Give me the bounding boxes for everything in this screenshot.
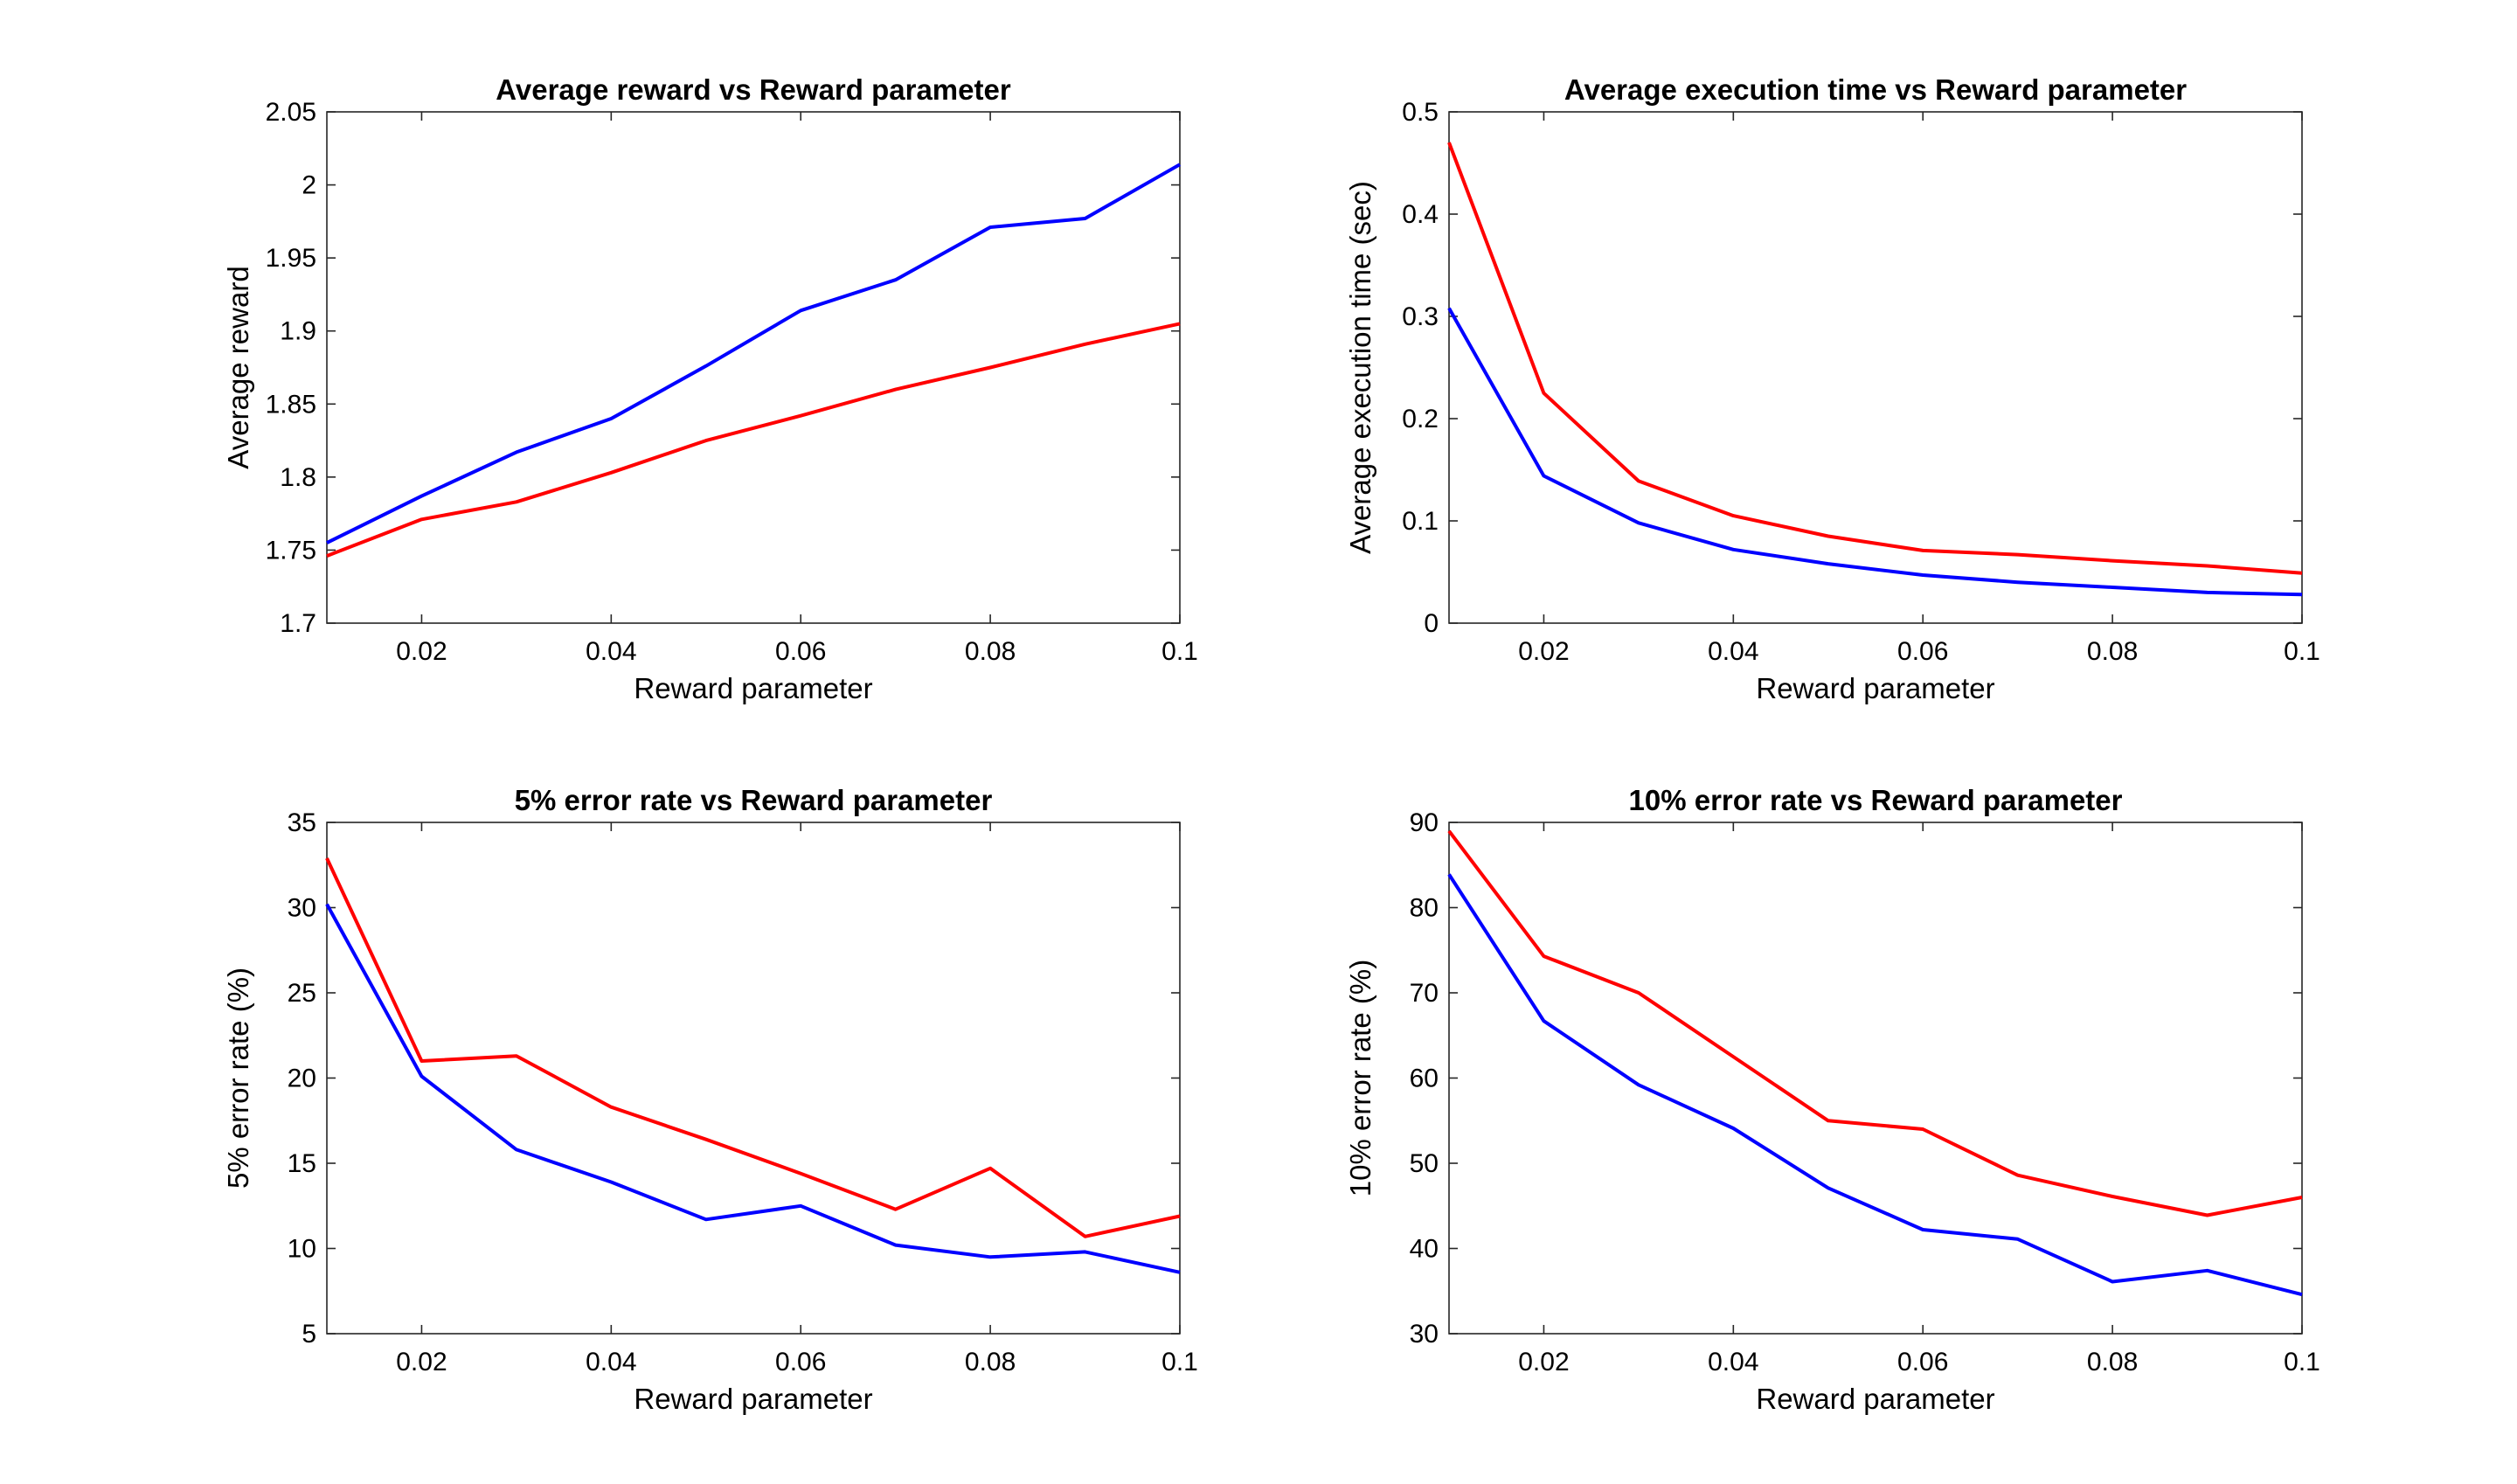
y-tick-label: 25 (288, 979, 316, 1008)
x-tick-label: 0.1 (2284, 1348, 2320, 1377)
y-tick-label: 35 (288, 808, 316, 837)
y-tick-label: 5 (302, 1320, 316, 1349)
x-tick-label: 0.02 (396, 1348, 447, 1377)
x-tick-label: 0.04 (1708, 1348, 1758, 1377)
y-tick-label: 40 (1410, 1235, 1439, 1264)
chart-title: 10% error rate vs Reward parameter (1629, 784, 2123, 816)
x-tick-label: 0.04 (586, 1348, 636, 1377)
x-tick-label: 0.1 (2284, 637, 2320, 666)
y-tick-label: 0.2 (1402, 405, 1439, 433)
y-tick-label: 0.4 (1402, 200, 1439, 229)
series-line-blue (325, 903, 1181, 1274)
series-line-red (326, 322, 1181, 558)
axes-box (1448, 111, 2303, 624)
chart-panel-1: 0.02 0.04 0.06 0.08 0.1 1.7 1.75 1.8 1.85 1.9 1.95… (222, 73, 1198, 704)
series-line-blue (1447, 307, 2303, 597)
series-line-blue (1447, 873, 2303, 1297)
y-tick-label: 70 (1410, 979, 1439, 1008)
x-tick-label: 0.08 (965, 637, 1016, 666)
series-line-red (325, 857, 1181, 1238)
x-tick-label: 0.06 (1897, 1348, 1948, 1377)
series-line-blue (326, 163, 1181, 544)
series-line-red (1447, 142, 2303, 575)
x-tick-label: 0.02 (396, 637, 447, 666)
y-tick-label: 0 (1424, 609, 1439, 638)
y-tick-label: 0.5 (1402, 98, 1439, 127)
series-line-red (1447, 829, 2303, 1217)
x-tick-label: 0.04 (586, 637, 636, 666)
chart-panel-3: 0.02 0.04 0.06 0.08 0.1 5 10 15 20 25 30 35 5% error… (222, 784, 1198, 1415)
x-axis-label: Reward parameter (1756, 1383, 1994, 1415)
x-tick-label: 0.06 (1897, 637, 1948, 666)
x-tick-label: 0.08 (965, 1348, 1016, 1377)
x-tick-label: 0.08 (2087, 637, 2138, 666)
y-tick-label: 1.85 (266, 390, 316, 419)
axes-box (326, 111, 1181, 624)
x-tick-label: 0.02 (1518, 1348, 1569, 1377)
y-axis-label: 10% error rate (%) (1344, 960, 1376, 1196)
y-tick-label: 30 (1410, 1320, 1439, 1349)
x-tick-label: 0.08 (2087, 1348, 2138, 1377)
chart-title: 5% error rate vs Reward parameter (515, 784, 993, 816)
x-tick-label: 0.06 (775, 1348, 826, 1377)
y-tick-label: 1.95 (266, 244, 316, 273)
y-axis-label: Average reward (222, 266, 254, 468)
y-tick-label: 30 (288, 894, 316, 923)
chart-title: Average execution time vs Reward paramet… (1564, 73, 2187, 106)
x-tick-label: 0.04 (1708, 637, 1758, 666)
chart-title: Average reward vs Reward parameter (496, 73, 1011, 106)
x-tick-label: 0.06 (775, 637, 826, 666)
y-axis-label: 5% error rate (%) (222, 967, 254, 1189)
y-tick-label: 50 (1410, 1149, 1439, 1178)
y-tick-label: 0.1 (1402, 507, 1439, 536)
y-tick-label: 2.05 (266, 98, 316, 127)
x-tick-label: 0.1 (1161, 1348, 1198, 1377)
y-axis-label: Average execution time (sec) (1344, 181, 1376, 554)
y-tick-label: 1.75 (266, 536, 316, 565)
x-axis-label: Reward parameter (1756, 672, 1994, 704)
y-tick-label: 90 (1410, 808, 1439, 837)
x-tick-label: 0.1 (1161, 637, 1198, 666)
chart-panel-4: 0.02 0.04 0.06 0.08 0.1 30 40 50 60 70 80 90 10% err… (1344, 784, 2320, 1415)
y-tick-label: 2 (302, 171, 316, 200)
x-axis-label: Reward parameter (634, 1383, 872, 1415)
y-tick-label: 60 (1410, 1064, 1439, 1093)
y-tick-label: 15 (288, 1149, 316, 1178)
chart-panel-2: 0.02 0.04 0.06 0.08 0.1 0 0.1 0.2 0.3 0.4 0.5 Avera… (1344, 73, 2320, 704)
y-tick-label: 80 (1410, 894, 1439, 923)
y-tick-label: 10 (288, 1235, 316, 1264)
y-tick-label: 1.8 (280, 463, 316, 492)
y-tick-label: 20 (288, 1064, 316, 1093)
x-axis-label: Reward parameter (634, 672, 872, 704)
y-tick-label: 0.3 (1402, 302, 1439, 331)
y-tick-label: 1.7 (280, 609, 316, 638)
x-tick-label: 0.02 (1518, 637, 1569, 666)
y-tick-label: 1.9 (280, 317, 316, 346)
